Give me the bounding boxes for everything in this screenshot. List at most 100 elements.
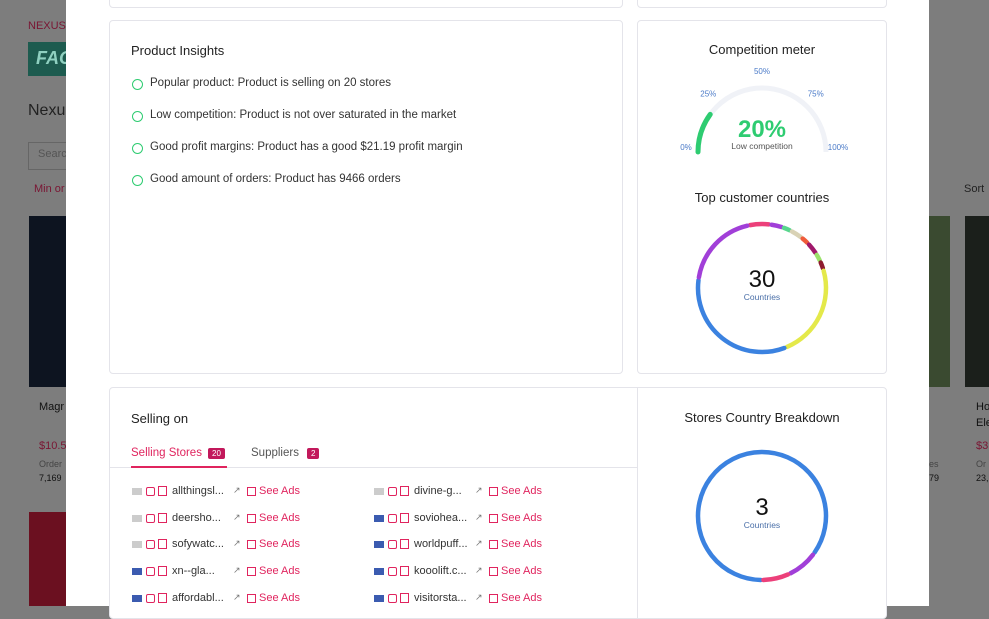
check-icon [132,111,143,122]
donut-segment [789,229,803,240]
shop-icon [158,592,167,603]
ads-icon [247,540,256,550]
see-ads-link[interactable]: See Ads [259,485,300,497]
flag-icon [132,541,142,549]
store-name: xn--gla... [172,565,215,578]
see-ads-link[interactable]: See Ads [501,538,542,551]
store-icon [388,540,397,550]
flag-icon [132,568,142,576]
insight-item: Popular product: Product is selling on 2… [150,77,391,89]
card [637,0,887,8]
card-orders-label: Or [976,459,986,469]
see-ads-link[interactable]: See Ads [259,565,300,578]
shop-icon [400,486,409,496]
donut-unit: Countries [744,520,780,530]
link-icon: ↗ [233,591,241,602]
store-icon [146,593,155,603]
store-icon [388,513,397,523]
tab-badge: 2 [307,448,320,459]
card-title: Ele [976,417,989,429]
store-name: allthingsl... [172,485,224,497]
ads-icon [489,487,498,496]
flag-icon [374,594,384,602]
card-title: Ho [976,401,989,413]
donut-segment [800,236,810,245]
tab-underline [131,466,227,468]
shop-icon [158,566,167,577]
store-name: sofywatc... [172,538,224,551]
donut-segment [814,252,822,263]
donut-segment [788,552,816,576]
ads-icon [489,513,498,523]
shop-icon [400,566,409,577]
flag-icon [132,488,142,495]
gauge-tick-label: 25% [700,89,716,98]
flag-icon [132,594,142,602]
bg-layer: NEXUS I FAC Nexu Searc Min or Sort Magr … [28,20,989,606]
see-ads-link[interactable]: See Ads [501,591,542,604]
store-icon [146,540,155,550]
product-image [29,512,67,606]
link-icon: ↗ [475,485,483,495]
insight-item: Good profit margins: Product has a good … [150,141,463,153]
see-ads-link[interactable]: See Ads [501,565,542,578]
donut-segment [761,572,791,583]
card-title: Top customer countries [695,190,830,205]
store-name: divine-g... [414,485,462,497]
store-name: kooolift.c... [414,565,467,578]
ads-icon [247,487,256,496]
metrics-card [637,20,887,374]
link-icon: ↗ [475,511,483,522]
tab-label: Selling Stores [131,447,202,459]
divider [637,388,638,618]
card-orders: 7,169 [39,473,62,483]
store-icon [388,487,397,496]
gauge-value [695,111,713,155]
check-icon [132,175,143,186]
see-ads-link[interactable]: See Ads [259,538,300,551]
link-icon: ↗ [475,538,483,549]
see-ads-link[interactable]: See Ads [501,485,542,497]
card-price: $3 [976,440,989,452]
product-image [29,216,67,387]
heading: Nexu [28,102,66,119]
card-orders-label: Order [39,459,63,469]
store-icon [146,513,155,523]
donut-segment [806,242,818,255]
tab-border [110,467,637,468]
ads-icon [247,567,256,577]
tab-badge: 20 [208,448,225,459]
gauge-tick-label: 75% [808,89,824,98]
card-title: Magr [39,401,65,413]
donut-total: 30 [749,266,776,293]
card-title: Competition meter [709,42,816,57]
link-icon: ↗ [475,565,483,576]
sort: Sort [964,183,985,195]
ads-icon [489,540,498,550]
link-icon: ↗ [475,591,483,602]
product-image [965,216,989,387]
card-title: Stores Country Breakdown [684,410,839,425]
see-ads-link[interactable]: See Ads [259,511,300,524]
insight-item: Low competition: Product is not over sat… [150,109,457,121]
donut-segment [781,225,792,233]
gauge-tick-label: 0% [680,143,692,152]
fragment: es [929,459,939,469]
see-ads-link[interactable]: See Ads [259,591,300,604]
card-title: Product Insights [131,43,225,58]
donut-segment [784,268,829,350]
page: NEXUS I FAC Nexu Searc Min or Sort Magr … [28,0,989,619]
card [109,0,623,8]
ads-icon [489,593,498,603]
flag-icon [374,488,384,495]
insight-item: Good amount of orders: Product has 9466 … [150,173,401,185]
donut-segment [695,277,787,355]
store-icon [146,487,155,496]
donut-segment [818,260,826,271]
shop-icon [158,486,167,496]
see-ads-link[interactable]: See Ads [501,511,542,524]
card-orders: 23, [976,473,989,483]
store-name: affordabl... [172,591,224,604]
card-price: $10.5 [39,440,67,452]
card-title: Selling on [131,411,189,426]
